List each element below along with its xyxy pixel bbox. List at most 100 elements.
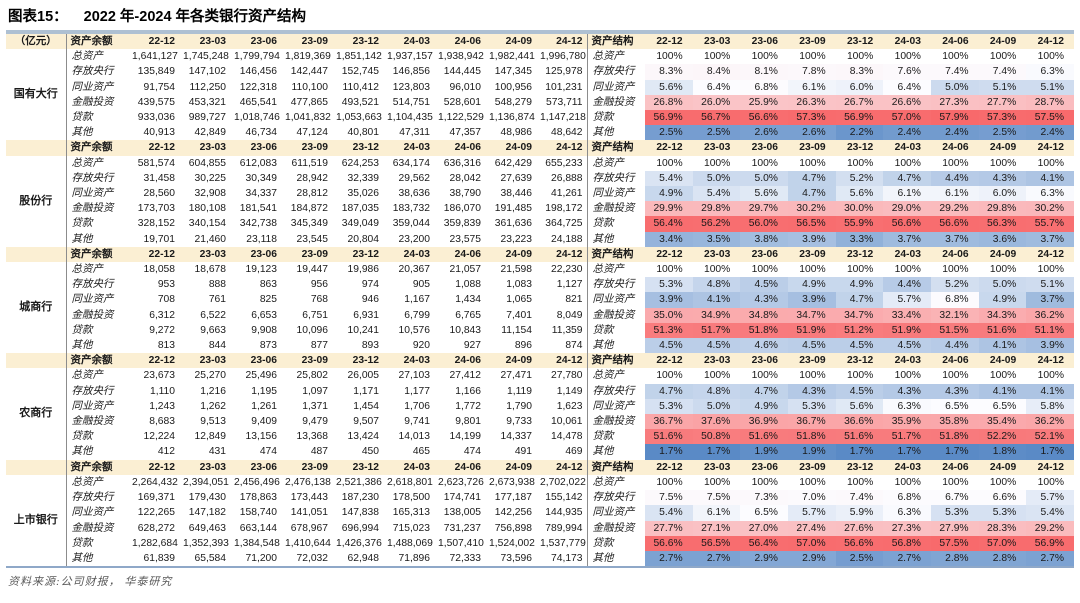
structure-cell: 4.1%	[692, 292, 741, 308]
balance-cell: 761	[208, 294, 226, 306]
period-header: 23-06	[230, 246, 281, 263]
structure-cell: 56.3%	[978, 216, 1027, 232]
structure-cell: 100%	[751, 51, 778, 63]
balance-cell: 179,430	[188, 492, 226, 504]
structure-cell: 1.7%	[1026, 444, 1074, 460]
period-header: 24-03	[883, 353, 931, 369]
balance-cell: 40,801	[347, 127, 380, 139]
balance-cell: 1,110	[149, 385, 175, 397]
section-header-row: （亿元） 资产余额 22-12 23-03 23-06 23-09 23-12 24-03 24…	[6, 34, 1074, 50]
group-label: 城商行	[6, 262, 67, 354]
balance-cell: 465	[412, 446, 430, 458]
row-label: 同业资产	[71, 507, 114, 519]
row-label: 金融投资	[586, 94, 645, 111]
structure-cell: 2.5%	[835, 550, 884, 567]
structure-cell: 5.4%	[1026, 505, 1074, 521]
structure-cell: 4.1%	[1026, 383, 1074, 399]
structure-cell: 57.0%	[883, 110, 931, 126]
balance-cell: 35,026	[347, 188, 380, 200]
structure-cell: 4.7%	[787, 170, 836, 187]
group-label: 农商行	[6, 368, 67, 460]
balance-cell: 1,127	[556, 279, 583, 291]
structure-cell: 100%	[942, 51, 969, 63]
structure-cell: 6.3%	[1026, 186, 1074, 202]
balance-cell: 491	[514, 446, 532, 458]
balance-cell: 1,243	[149, 400, 175, 412]
row-label: 金融投资	[586, 201, 645, 217]
structure-cell: 2.4%	[930, 125, 979, 141]
period-header: 24-09	[978, 140, 1027, 156]
balance-cell: 142,256	[494, 507, 532, 519]
page-title: 图表15： 2022 年-2024 年各类银行资产结构	[6, 0, 1074, 29]
balance-cell: 1,177	[404, 385, 430, 397]
balance-cell: 1,745,248	[183, 51, 229, 63]
structure-cell: 56.7%	[692, 110, 741, 126]
balance-cell: 361,636	[494, 218, 532, 230]
balance-cell: 135,849	[137, 66, 175, 78]
row-label: 贷款	[586, 535, 645, 551]
bank-asset-structure-table: （亿元） 资产余额 22-12 23-03 23-06 23-09 23-12 24-03 24…	[6, 34, 1074, 567]
period-header: 24-12	[1026, 140, 1074, 156]
balance-cell: 165,313	[392, 507, 430, 519]
structure-header-label: 资产结构	[586, 246, 645, 263]
balance-cell: 47,311	[399, 127, 430, 139]
structure-cell: 100%	[799, 264, 826, 276]
structure-cell: 4.9%	[835, 277, 884, 293]
structure-cell: 52.1%	[1026, 429, 1074, 445]
period-header: 24-06	[434, 459, 485, 475]
period-header: 23-12	[332, 246, 383, 263]
structure-cell: 7.8%	[787, 64, 836, 80]
balance-cell: 877	[310, 340, 328, 352]
period-header: 23-12	[332, 140, 383, 156]
balance-cell: 1,262	[200, 400, 226, 412]
structure-cell: 3.9%	[787, 231, 836, 247]
row-label: 存放央行	[586, 170, 645, 187]
structure-header-label: 资产结构	[586, 34, 645, 50]
period-header: 24-12	[1026, 353, 1074, 369]
structure-cell: 1.9%	[740, 444, 788, 460]
balance-cell: 178,863	[239, 492, 277, 504]
row-label: 同业资产	[71, 400, 114, 412]
period-header: 23-12	[332, 34, 383, 50]
period-header: 23-09	[281, 459, 332, 475]
unit-label: （亿元）	[6, 34, 67, 50]
structure-cell: 5.7%	[787, 505, 836, 521]
balance-cell: 178,500	[392, 492, 430, 504]
period-header: 24-03	[383, 34, 434, 50]
structure-cell: 36.7%	[645, 414, 693, 430]
balance-cell: 1,352,393	[183, 537, 229, 549]
balance-cell: 38,636	[398, 188, 431, 200]
structure-cell: 5.0%	[930, 79, 979, 95]
table-row: 存放央行 31,458 30,225 30,349 28,942 32,339 29,562…	[6, 170, 1074, 187]
balance-cell: 2,456,496	[234, 476, 280, 488]
balance-cell: 893	[361, 340, 379, 352]
structure-cell: 4.5%	[787, 338, 836, 354]
balance-cell: 22,230	[551, 264, 583, 276]
period-header: 23-03	[179, 140, 230, 156]
structure-cell: 100%	[1037, 476, 1064, 488]
balance-cell: 147,102	[188, 66, 226, 78]
structure-cell: 4.5%	[740, 277, 788, 293]
balance-cell: 47,124	[296, 127, 329, 139]
table-row: 同业资产 122,265 147,182 158,740 141,051 147,838 1…	[6, 505, 1074, 521]
balance-cell: 62,948	[347, 552, 380, 564]
balance-cell: 1,790	[506, 400, 532, 412]
balance-cell: 1,488,069	[387, 537, 433, 549]
balance-cell: 74,173	[551, 552, 583, 564]
balance-cell: 28,042	[449, 172, 482, 184]
row-label: 同业资产	[586, 186, 645, 202]
period-header: 23-03	[692, 459, 741, 475]
balance-cell: 412	[157, 446, 175, 458]
balance-cell: 46,734	[245, 127, 278, 139]
balance-cell: 18,678	[194, 264, 227, 276]
structure-cell: 51.7%	[883, 429, 931, 445]
structure-cell: 4.5%	[835, 383, 884, 399]
section-header-row: 资产余额 22-12 23-03 23-06 23-09 23-12 24-03 24-06 2…	[6, 246, 1074, 263]
balance-cell: 27,639	[500, 172, 533, 184]
balance-cell: 24,188	[551, 233, 583, 245]
structure-cell: 5.2%	[930, 277, 979, 293]
structure-cell: 100%	[846, 157, 874, 169]
structure-cell: 5.2%	[835, 170, 884, 187]
table-row: 其他 61,839 65,584 71,200 72,032 62,948 71,896 72…	[6, 550, 1074, 567]
period-header: 23-12	[835, 140, 884, 156]
